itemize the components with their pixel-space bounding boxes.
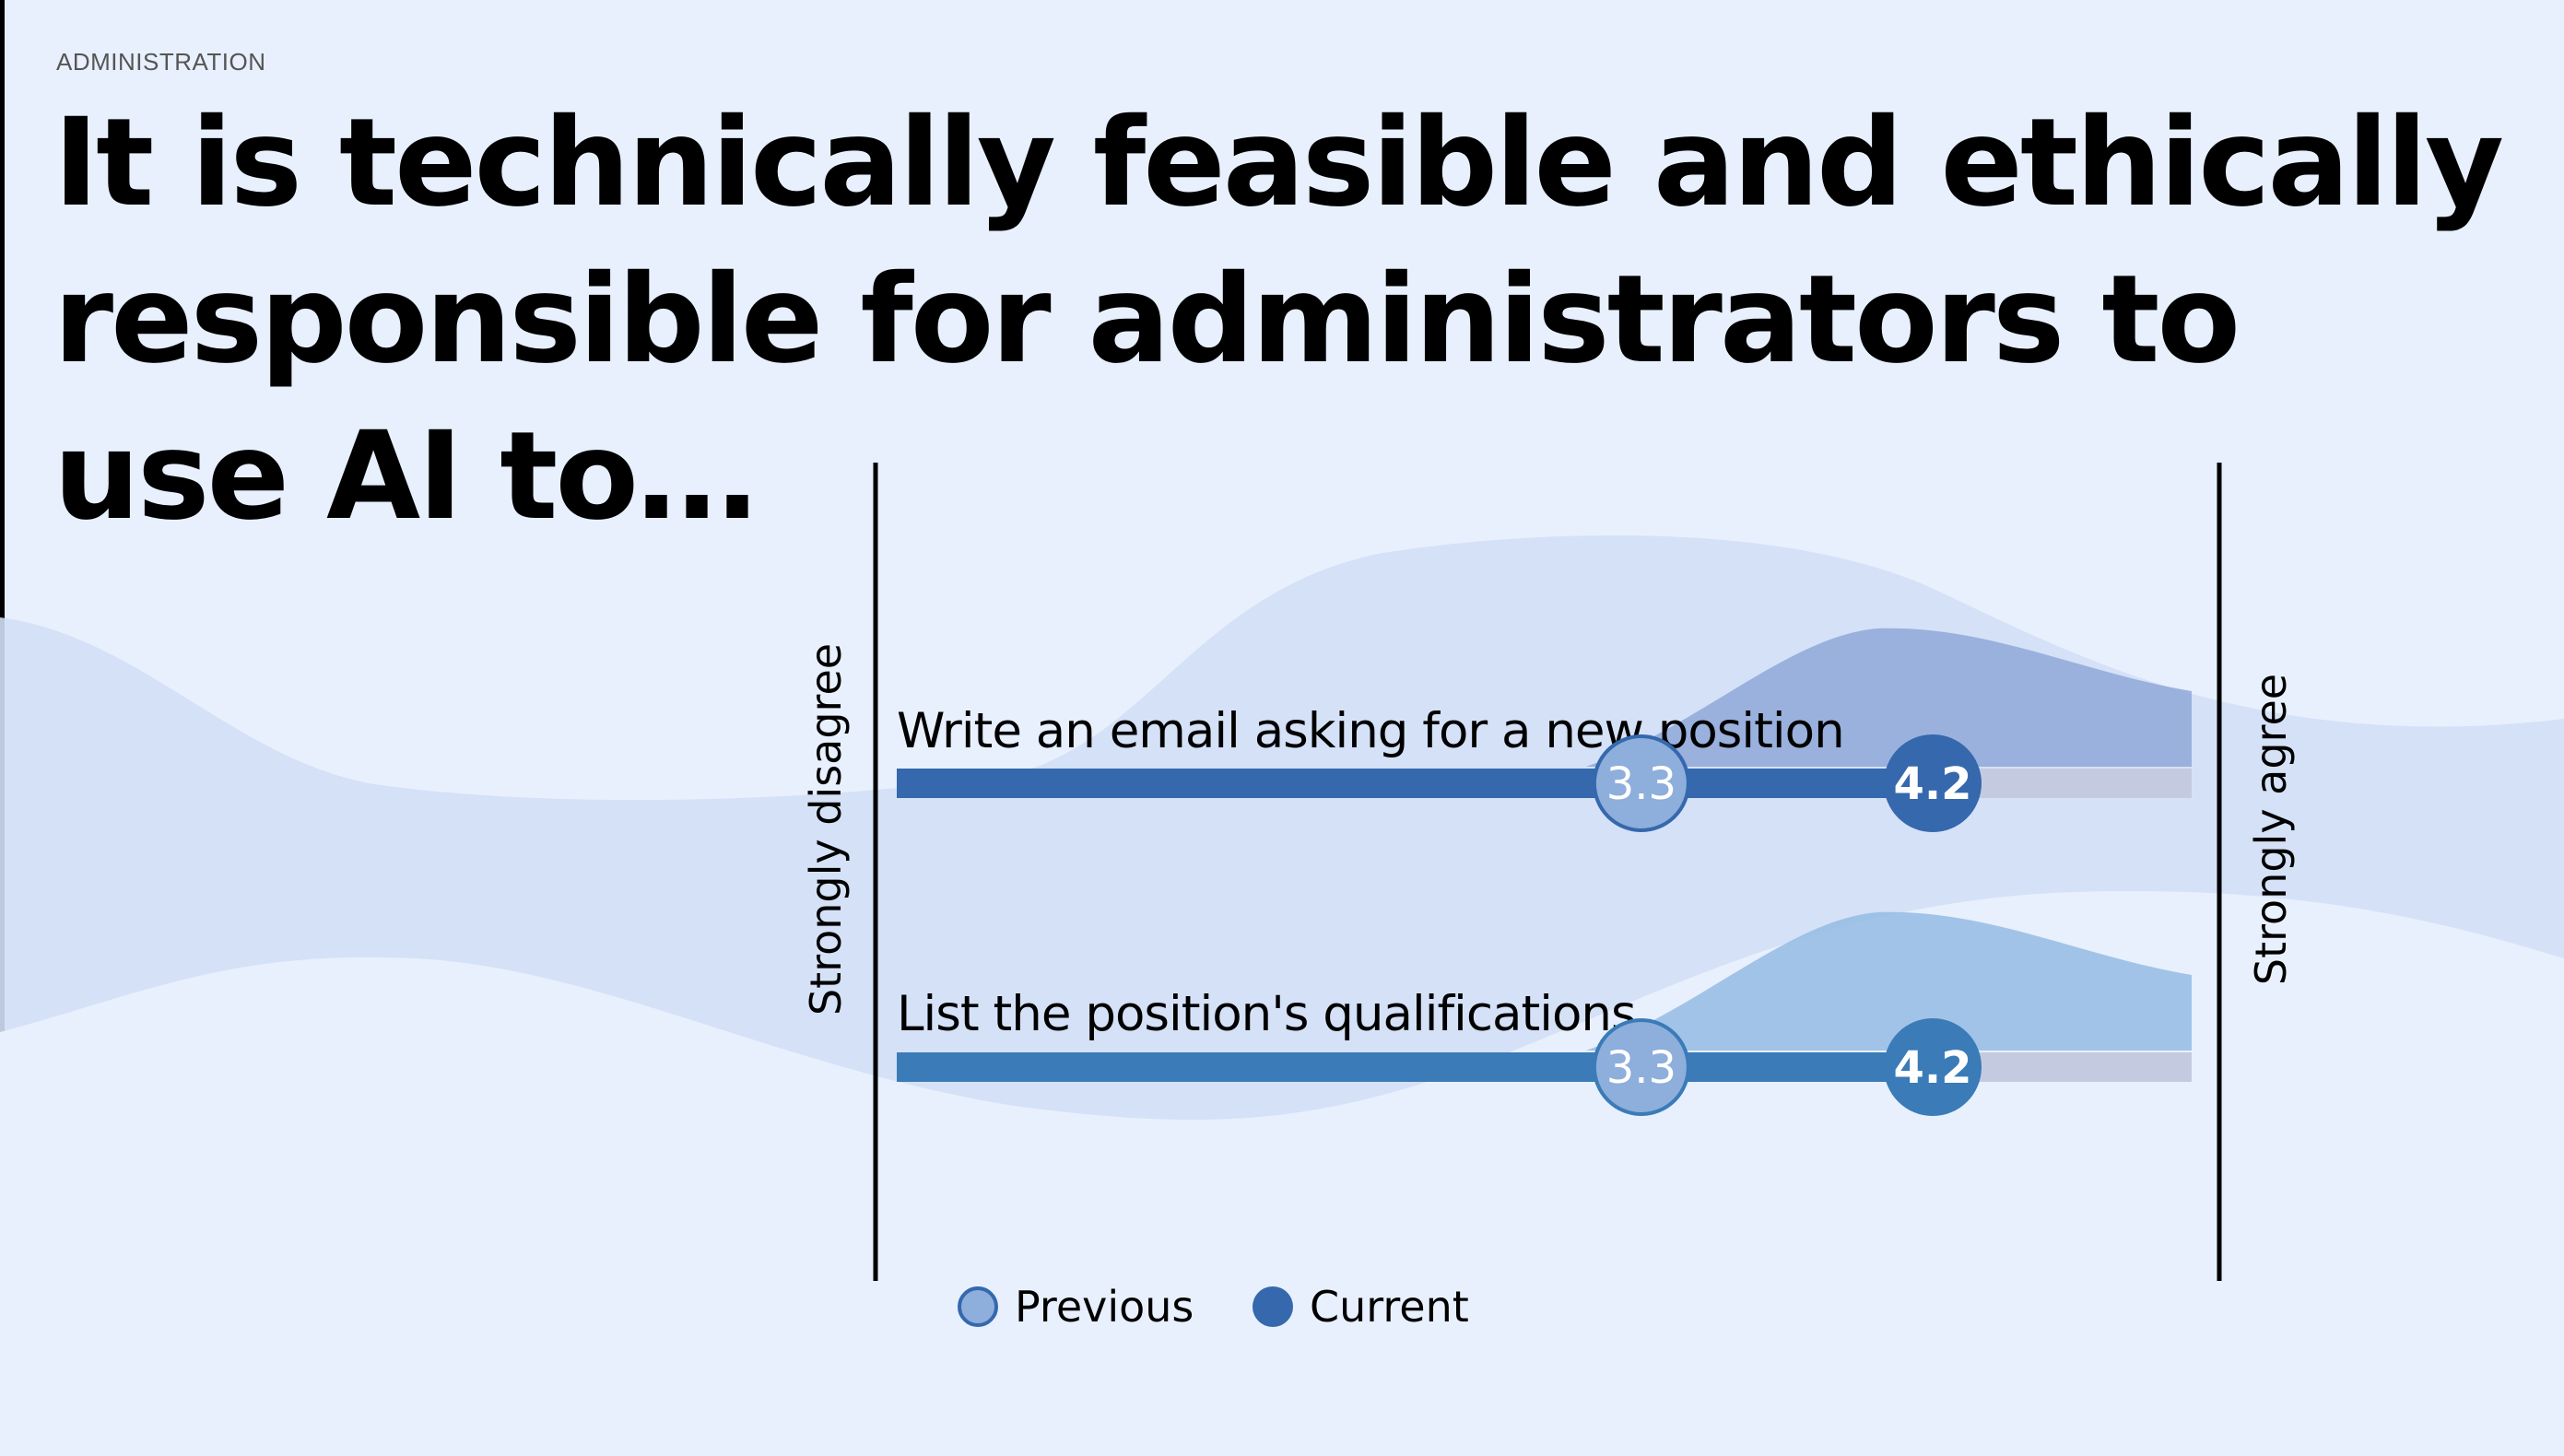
legend-previous-swatch — [958, 1286, 998, 1327]
distribution-area — [1585, 911, 2192, 1051]
section-label: ADMINISTRATION — [56, 48, 266, 76]
axis-right-label: Strongly agree — [2246, 674, 2296, 985]
previous-dot — [1592, 1018, 1690, 1116]
bar-fill — [897, 769, 1933, 798]
row-label: List the position's qualifications — [897, 986, 1636, 1042]
current-dot — [1884, 1018, 1982, 1116]
previous-value-label: 3.3 — [1606, 1042, 1676, 1094]
row-label: Write an email asking for a new position — [897, 703, 1844, 759]
current-value-label: 4.2 — [1893, 758, 1971, 810]
slide-title: It is technically feasible and ethically… — [53, 92, 2504, 547]
previous-value-label: 3.3 — [1606, 758, 1676, 810]
bar-fill — [897, 1052, 1933, 1082]
legend-previous-label: Previous — [1015, 1282, 1194, 1332]
distribution-area — [1585, 628, 2192, 767]
current-dot — [1884, 734, 1982, 832]
previous-dot — [1592, 734, 1690, 832]
current-value-label: 4.2 — [1893, 1042, 1971, 1094]
legend-current-swatch — [1253, 1286, 1293, 1327]
legend-current-label: Current — [1310, 1282, 1469, 1332]
axis-left-label: Strongly disagree — [801, 643, 851, 1016]
